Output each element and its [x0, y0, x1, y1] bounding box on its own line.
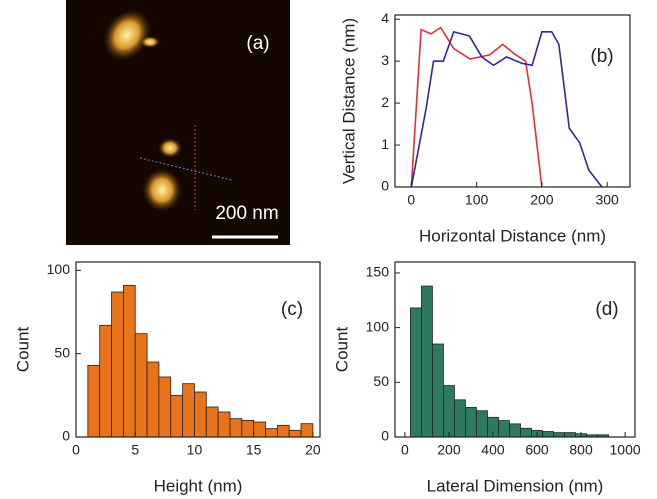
histogram-bar	[205, 406, 219, 438]
x-tick-label: 20	[305, 442, 321, 458]
axes-frame	[394, 261, 636, 438]
y-tick-label: 50	[373, 373, 389, 389]
x-tick-label: 800	[569, 442, 593, 458]
y-tick-label: 4	[381, 10, 389, 26]
y-tick-label: 2	[381, 94, 389, 110]
histogram-bar	[553, 432, 565, 438]
data-line	[410, 26, 543, 188]
x-tick-label: 15	[246, 442, 262, 458]
x-axis-label: Horizontal Distance (nm)	[419, 226, 606, 245]
histogram-bar	[158, 376, 172, 438]
histogram-bar	[476, 410, 488, 438]
histogram-bar	[465, 407, 477, 438]
panel-label: (c)	[281, 299, 303, 320]
histogram-bar	[265, 428, 278, 438]
x-tick-label: 300	[595, 192, 619, 208]
histogram-bar	[122, 284, 136, 438]
histogram-bar	[217, 411, 231, 438]
afm-image: (a) 200 nm	[66, 0, 290, 245]
x-tick-label: 1000	[610, 442, 641, 458]
x-tick-label: 0	[401, 442, 409, 458]
y-tick-label: 100	[366, 318, 390, 334]
histogram-bar	[300, 423, 314, 438]
y-tick-label: 150	[366, 264, 390, 280]
y-tick-label: 1	[381, 136, 389, 152]
histogram-bar	[241, 419, 255, 438]
histogram-bar	[134, 333, 148, 438]
panel-label: (a)	[246, 33, 269, 54]
histogram-bar	[146, 361, 160, 438]
y-axis-label: Count	[332, 327, 351, 373]
histogram-bar	[111, 291, 124, 438]
histogram-bar	[564, 432, 576, 438]
x-tick-label: 200	[530, 192, 554, 208]
y-tick-label: 3	[381, 52, 389, 68]
histogram-bar	[509, 423, 521, 438]
histogram-bar	[87, 364, 101, 438]
histogram-bar	[542, 431, 554, 438]
y-axis-label: Vertical Distance (nm)	[339, 18, 358, 184]
scale-bar-label: 200 nm	[215, 203, 278, 224]
histogram-bar	[432, 343, 444, 438]
histogram-bar	[194, 391, 207, 438]
histogram-bar	[276, 424, 290, 438]
histogram-bar	[443, 385, 455, 438]
data-line	[410, 30, 603, 188]
histogram-bar	[410, 307, 422, 438]
axes-frame	[75, 261, 321, 438]
x-tick-label: 10	[187, 442, 203, 458]
x-tick-label: 0	[407, 192, 415, 208]
y-tick-label: 50	[54, 344, 70, 360]
y-tick-label: 100	[47, 261, 71, 277]
y-tick-label: 0	[381, 178, 389, 194]
histogram-bar	[253, 421, 266, 438]
histogram-bar	[454, 399, 466, 438]
histogram-bar	[421, 285, 433, 438]
x-tick-label: 0	[72, 442, 80, 458]
panel-label: (b)	[590, 46, 613, 67]
x-axis-label: Height (nm)	[154, 476, 243, 495]
histogram-bar	[182, 383, 195, 438]
histogram-bar	[288, 429, 302, 438]
histogram-bar	[99, 324, 112, 438]
x-tick-label: 100	[465, 192, 489, 208]
histogram-bar	[520, 427, 532, 438]
y-tick-label: 0	[62, 428, 70, 444]
x-tick-label: 400	[481, 442, 505, 458]
axes-frame	[394, 14, 631, 188]
x-axis-label: Lateral Dimension (nm)	[427, 476, 604, 495]
y-tick-label: 0	[381, 428, 389, 444]
y-axis-label: Count	[13, 327, 32, 373]
histogram-bar	[498, 420, 510, 438]
histogram-bar	[229, 418, 243, 438]
x-tick-label: 5	[131, 442, 139, 458]
panel-label: (d)	[595, 299, 618, 320]
x-tick-label: 600	[525, 442, 549, 458]
x-tick-label: 200	[437, 442, 461, 458]
histogram-bar	[170, 394, 184, 438]
